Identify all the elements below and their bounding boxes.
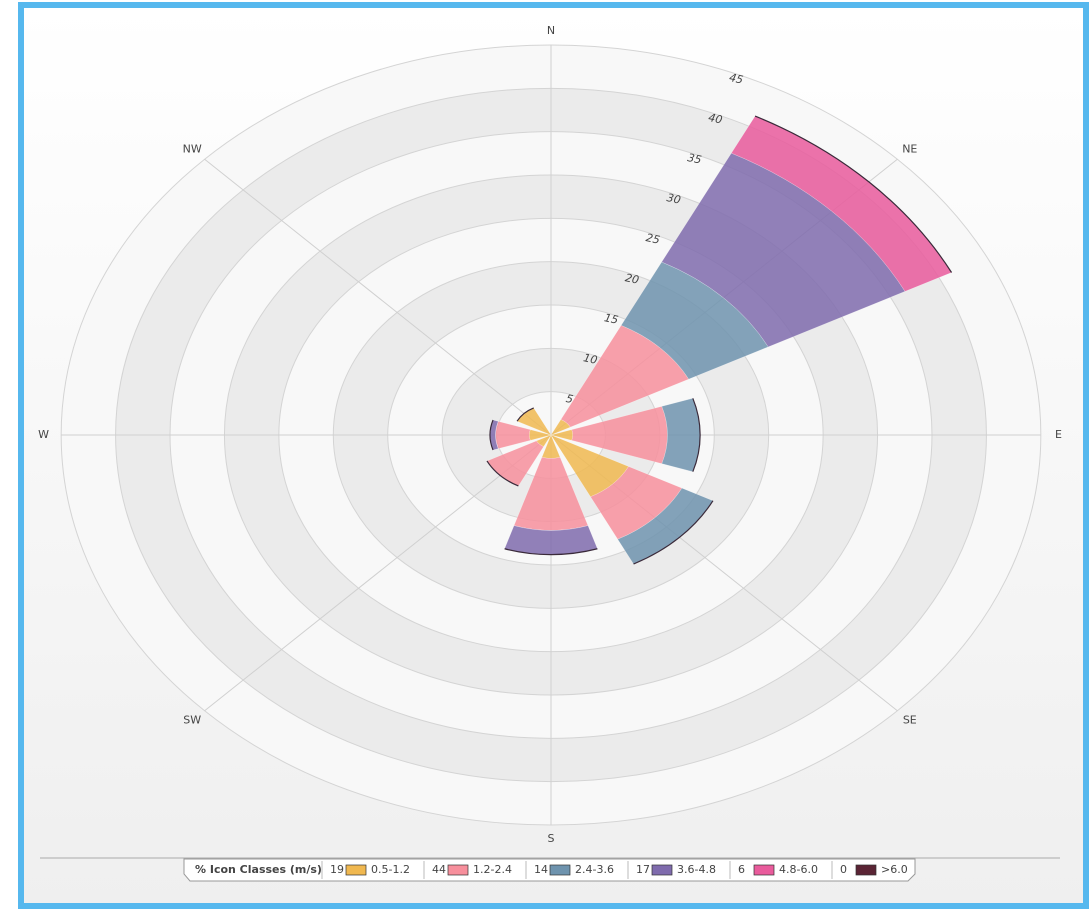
- legend-label: 0.5-1.2: [371, 863, 410, 876]
- direction-label: NW: [183, 142, 202, 155]
- ring-label: 10: [582, 351, 598, 367]
- spoke: [204, 158, 552, 436]
- wind-sector: [661, 398, 701, 472]
- wind-sector: [513, 525, 589, 531]
- legend-percent: 44: [432, 863, 446, 876]
- legend-swatch: [753, 864, 775, 876]
- legend: % Icon Classes (m/s) 19 0.5-1.2 44 1.2-2.4 14…: [183, 858, 916, 882]
- ring-label: 20: [624, 271, 640, 287]
- ring-label: 45: [728, 71, 744, 87]
- legend-label: 3.6-4.8: [677, 863, 716, 876]
- legend-box: [183, 858, 916, 882]
- legend-label: 4.8-6.0: [779, 863, 818, 876]
- wind-sector: [571, 406, 668, 464]
- sector-edge: [504, 548, 598, 556]
- legend-swatch: [855, 864, 877, 876]
- wind-sector: [513, 456, 589, 531]
- wind-sector: [495, 421, 531, 449]
- ring-label: 30: [665, 191, 681, 207]
- legend-swatch: [447, 864, 469, 876]
- ring-label: 25: [645, 231, 661, 247]
- legend-swatch: [345, 864, 367, 876]
- ring-label: 35: [686, 151, 702, 167]
- sector-edge: [754, 115, 953, 273]
- wind-sector: [541, 434, 561, 459]
- direction-label: S: [548, 832, 555, 845]
- wind-sector: [536, 434, 552, 447]
- direction-label: N: [547, 24, 555, 37]
- legend-percent: 0: [840, 863, 847, 876]
- legend-percent: 6: [738, 863, 745, 876]
- legend-swatch: [651, 864, 673, 876]
- direction-label: SE: [903, 714, 917, 727]
- sector-edge: [489, 419, 494, 451]
- ring-label: 15: [603, 311, 619, 327]
- sector-edge: [633, 500, 714, 565]
- legend-title: % Icon Classes (m/s): [195, 863, 322, 876]
- plot: N NE E SE S SW W NW 5 10 15 20 25 30 35 40 45: [38, 24, 1062, 845]
- direction-label: SW: [183, 714, 201, 727]
- legend-label: >6.0: [881, 863, 908, 876]
- sector-edge: [692, 398, 701, 472]
- direction-label: E: [1055, 428, 1062, 441]
- legend-percent: 19: [330, 863, 344, 876]
- legend-percent: 14: [534, 863, 548, 876]
- legend-label: 2.4-3.6: [575, 863, 614, 876]
- spoke: [204, 434, 552, 712]
- legend-percent: 17: [636, 863, 650, 876]
- ring-label: 5: [565, 392, 575, 406]
- wind-sector: [560, 325, 690, 428]
- legend-swatch: [549, 864, 571, 876]
- sector-edge: [486, 460, 519, 487]
- ring-label: 40: [707, 111, 723, 127]
- legend-label: 1.2-2.4: [473, 863, 512, 876]
- sector-edge: [516, 407, 534, 422]
- direction-label: NE: [902, 142, 917, 155]
- direction-label: W: [38, 428, 49, 441]
